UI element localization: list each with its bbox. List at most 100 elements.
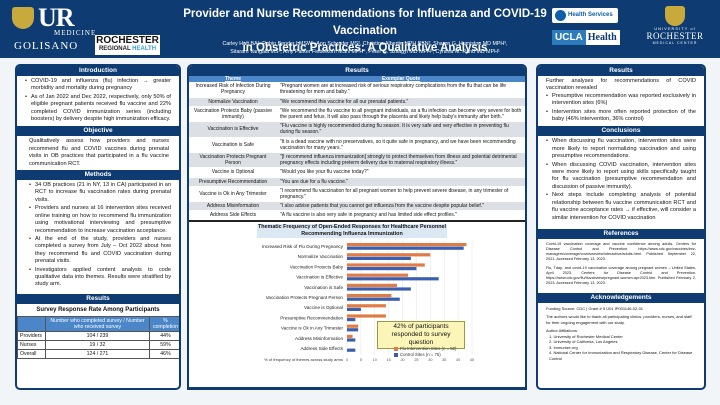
table-header — [17, 315, 46, 332]
category-label: Address Side Effects — [300, 346, 343, 351]
intervention-bar — [347, 324, 359, 328]
theme-cell: Increased Risk of Infection During Pregn… — [189, 82, 277, 98]
table-header: % completion — [148, 315, 179, 332]
category-label: Address Misinformation — [295, 335, 343, 340]
rochester-regional-health-logo: ROCHESTER REGIONAL HEALTH — [95, 35, 160, 55]
introduction-section: COVID-19 and influenza (flu) infection →… — [17, 76, 179, 126]
quote-cell: "[I recommend influenza immunization] st… — [277, 152, 525, 169]
table-row: Vaccination Protects Baby (passive immun… — [189, 106, 525, 123]
table-row: Increased Risk of Infection During Pregn… — [189, 82, 525, 98]
methods-bullet: Providers and nurses at 16 intervention … — [29, 205, 171, 235]
category-label: Vaccination Protects Baby — [290, 264, 344, 269]
table-row: Vaccination is Safe "It is a dead vaccine… — [189, 137, 525, 154]
control-bar — [347, 348, 356, 352]
table-row: Presumptive Recommendation "You are due f… — [189, 177, 525, 187]
x-tick-label: 5 — [360, 358, 362, 362]
control-bar — [347, 287, 411, 291]
results-heading: Results — [17, 293, 179, 304]
table-header: Theme — [189, 76, 277, 83]
x-tick-label: 25 — [414, 358, 418, 362]
affiliation-item: 2. University of California, Los Angeles — [549, 339, 618, 345]
affiliation-item: 4. National Center for Immunization and … — [549, 350, 693, 361]
results-covid-section: Further analyses for recommendations of … — [538, 76, 704, 126]
control-bar — [347, 246, 464, 250]
conclusion-bullet: When discussing COVID vaccination, inter… — [546, 162, 696, 192]
reference-item: Covid-19 vaccination coverage and vaccin… — [546, 241, 696, 261]
category-label: Presumptive Recommendation — [280, 315, 343, 320]
quote-cell: "We recommend this vaccine for all our p… — [277, 97, 525, 107]
theme-cell: Address Misinformation — [189, 201, 277, 212]
category-label: Vaccination is Effective — [296, 274, 343, 279]
intervention-bar — [347, 293, 392, 297]
left-column: Introduction COVID-19 and influenza (flu… — [15, 64, 181, 390]
theme-cell: Vaccination Protects Pregnant Person — [189, 152, 277, 169]
methods-bullet: Investigators applied content analysis t… — [29, 267, 171, 289]
control-bar — [347, 317, 356, 321]
right-column: Results Further analyses for recommendat… — [536, 64, 706, 390]
quote-cell: "Would you like your flu vaccine today?" — [277, 167, 525, 178]
health-services-logo: Health Services — [552, 8, 618, 23]
intervention-bar — [347, 252, 431, 257]
methods-bullet: 34 OB practices (21 in NY, 13 in CA) par… — [29, 182, 171, 204]
intervention-bar — [347, 273, 409, 277]
chart-svg: 0 5 10 15 20 25 30 35 40 45 % of frequency of them… — [262, 239, 474, 362]
category-label: Normalize Vaccination — [298, 254, 344, 259]
theme-cell: Presumptive Recommendation — [189, 177, 277, 187]
x-tick-label: 45 — [470, 358, 474, 362]
control-bar — [347, 266, 417, 270]
themes-quotes-table: Theme Exemplar Quote Increased Risk of I… — [189, 76, 525, 222]
intervention-bar — [347, 334, 353, 338]
intro-bullet: COVID-19 and influenza (flu) infection →… — [25, 78, 171, 93]
ucla-health-logo: UCLA Health — [552, 30, 620, 45]
theme-cell: Vaccination is Safe — [189, 137, 277, 154]
table-row: Vaccination is Effective "Flu vaccine is … — [189, 121, 525, 138]
category-label: Vaccination Protects Pregnant Person — [266, 295, 344, 300]
results-heading: Results — [538, 66, 704, 76]
quote-cell: "Pregnant women are at increased risk of… — [277, 82, 525, 98]
intervention-bar — [347, 242, 467, 246]
table-header: Number who completed survey / Number who… — [45, 315, 150, 332]
middle-column: Results Theme Exemplar Quote Increased R… — [187, 64, 527, 390]
methods-bullet: At the end of the study, providers and n… — [29, 236, 171, 266]
intro-bullet: As of Jan 2022 and Dec 2022, respectivel… — [25, 94, 171, 124]
quote-cell: "We recommend the flu vaccine to all pre… — [277, 106, 525, 123]
control-bar — [347, 338, 356, 342]
control-bar — [347, 256, 411, 260]
conclusion-bullet: When discussing flu vaccination, interve… — [546, 138, 696, 160]
affiliation-item: 3. Immunize.org — [549, 344, 578, 350]
quote-cell: "A flu vaccine is also very safe in preg… — [277, 210, 525, 222]
references-section: Covid-19 vaccination coverage and vaccin… — [538, 239, 704, 293]
golisano-logo: GOLISANO — [14, 40, 79, 52]
table-row: Nurses 19 / 32 59% — [17, 339, 179, 350]
legend-item: Control Sites (n = 75) — [394, 352, 457, 358]
table-row: Address Misinformation "I also advise pat… — [189, 201, 525, 212]
intervention-bar — [347, 314, 386, 318]
x-tick-label: 15 — [387, 358, 391, 362]
theme-frequency-chart: Thematic Frequency of Open-Ended Respons… — [189, 222, 525, 368]
results-bullet: Presumptive recommendation was reported … — [546, 93, 696, 108]
legend-swatch — [394, 352, 398, 357]
intervention-bar — [347, 303, 386, 308]
conclusions-heading: Conclusions — [538, 126, 704, 137]
x-tick-label: 35 — [442, 358, 446, 362]
poster-title: Provider and Nurse Recommendations for I… — [183, 8, 547, 54]
theme-cell: Vaccine is Optional — [189, 167, 277, 178]
x-tick-label: 30 — [428, 358, 432, 362]
theme-cell: Normalize Vaccination — [189, 97, 277, 107]
table-row: Vaccine is Ok in Any Trimester "I recomme… — [189, 186, 525, 203]
poster-header: UR MEDICINE GOLISANO ROCHESTER REGIONAL … — [0, 0, 720, 58]
category-label: Vaccination is Safe — [304, 284, 343, 289]
control-bar — [347, 297, 400, 301]
theme-cell: Vaccination Protects Baby (passive immun… — [189, 106, 277, 123]
affiliation-item: 1. University of Rochester Medical Cente… — [549, 333, 623, 339]
response-rate-table: Number who completed survey / Number who… — [17, 315, 179, 359]
theme-cell: Vaccine is Ok in Any Trimester — [189, 186, 277, 203]
objective-heading: Objective — [17, 126, 179, 137]
category-label: Vaccine is Ok in Any Trimester — [281, 325, 343, 330]
acknowledgements-heading: Acknowledgements — [538, 292, 704, 303]
control-bar — [347, 276, 439, 281]
control-bar — [347, 307, 361, 311]
conclusions-section: When discussing flu vaccination, interve… — [538, 136, 704, 224]
shield-icon — [12, 7, 34, 29]
x-tick-label: 20 — [400, 358, 404, 362]
